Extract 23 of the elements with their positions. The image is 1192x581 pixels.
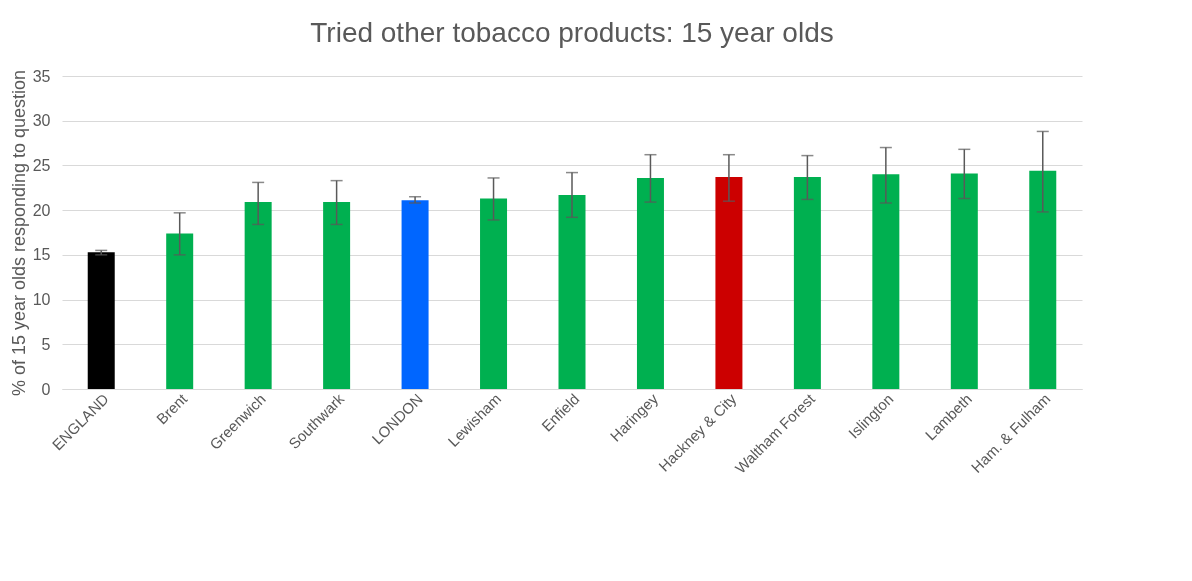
bar bbox=[950, 173, 978, 389]
bar bbox=[166, 233, 194, 389]
y-tick-label: 35 bbox=[32, 67, 51, 85]
bar bbox=[636, 177, 664, 389]
bar bbox=[558, 194, 586, 389]
bar bbox=[244, 202, 272, 389]
chart-title: Tried other tobacco products: 15 year olds bbox=[310, 17, 834, 48]
y-tick-label: 20 bbox=[32, 201, 51, 219]
bar bbox=[872, 174, 900, 389]
y-tick-label: 0 bbox=[41, 380, 51, 398]
bar bbox=[323, 202, 351, 389]
y-tick-label: 15 bbox=[32, 246, 51, 264]
bar bbox=[401, 200, 429, 389]
y-tick-label: 25 bbox=[32, 156, 51, 174]
bar bbox=[1029, 170, 1057, 389]
bar bbox=[87, 252, 115, 389]
y-tick-label: 5 bbox=[41, 335, 51, 353]
y-tick-label: 10 bbox=[32, 291, 51, 309]
bar bbox=[715, 177, 743, 389]
y-tick-label: 30 bbox=[32, 112, 51, 130]
bar bbox=[480, 198, 508, 389]
bar bbox=[793, 177, 821, 389]
y-axis-title: % of 15 year olds responding to question bbox=[8, 69, 29, 397]
